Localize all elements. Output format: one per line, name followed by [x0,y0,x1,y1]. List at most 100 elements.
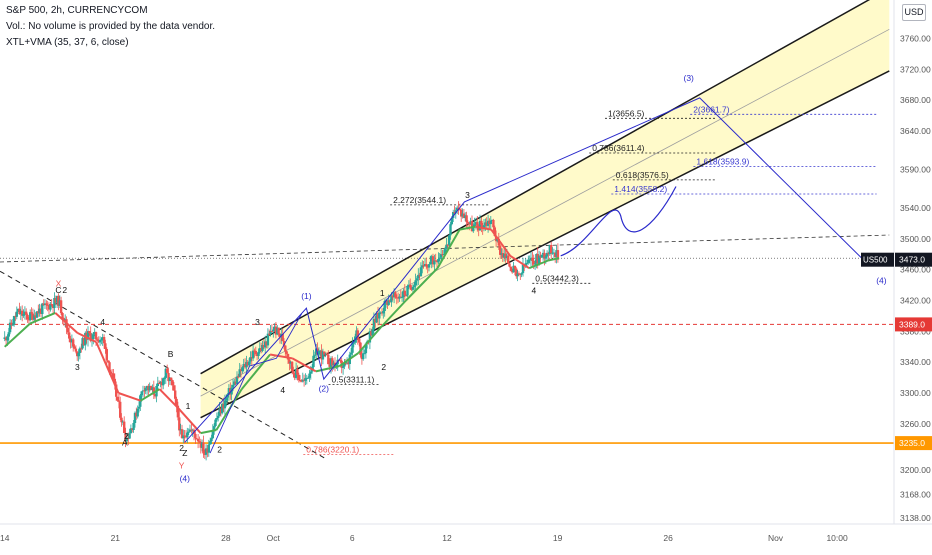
projected-path-curve [560,186,677,257]
candle-body-215 [292,371,295,374]
candle-body-148 [202,442,205,454]
y-tick-label-11: 3540.00 [900,203,931,213]
candle-body-104 [143,390,146,392]
y-tick-label-5: 3300.00 [900,388,931,398]
candle-body-386 [521,264,525,274]
candle-body-114 [156,383,159,386]
candle-body-91 [125,437,129,442]
candle-body-212 [288,359,291,364]
candle-body-204 [277,327,280,334]
candle-body-160 [218,408,221,416]
vma-segment-12 [269,353,293,360]
candle-body-19 [29,312,32,321]
wave-label-9: 1 [186,401,191,411]
candle-body-304 [411,286,415,290]
currency-button[interactable]: USD [902,4,926,21]
candle-body-228 [309,371,312,374]
candle-body-74 [102,337,106,344]
candle-body-277 [375,313,378,323]
candle-body-350 [473,224,476,227]
vma-segment-19 [436,229,461,269]
candle-body-54 [76,351,79,357]
candle-body-339 [458,209,462,211]
candle-body-279 [378,312,381,319]
candle-body-407 [550,245,553,254]
candle-body-297 [402,290,405,298]
candle-body-11 [18,308,21,315]
fib-level-label-1: 0.786(3220.1) [306,445,359,455]
y-tick-label-8: 3420.00 [900,296,931,306]
candle-body-337 [456,207,459,211]
y-tick-label-1: 3168.00 [900,490,931,500]
candle-body-289 [391,295,394,298]
candle-body-23 [34,315,37,318]
last-price-badge [895,252,932,267]
candle-body-359 [485,222,488,226]
vma-segment-23 [509,254,530,270]
y-tick-label-10: 3500.00 [900,234,931,244]
candle-body-299 [405,295,408,297]
x-tick-label-5: 12 [442,533,452,543]
y-tick-label-6: 3340.00 [900,357,931,367]
candle-body-170 [231,384,235,388]
candle-body-157 [214,419,217,426]
candle-body-38 [54,298,57,303]
wave-label-11: Z [182,448,187,458]
price-badge-2 [895,436,932,451]
candle-body-224 [304,378,307,381]
candle-body-362 [489,220,492,225]
candle-body-254 [344,362,347,364]
candle-body-193 [262,345,266,348]
candle-body-368 [497,238,500,246]
candle-body-329 [445,244,448,249]
candle-body-144 [196,438,200,442]
candle-body-408 [551,252,554,254]
candle-body-159 [217,415,220,418]
candle-body-403 [544,256,547,259]
candle-body-291 [394,292,397,298]
candle-body-119 [163,377,166,379]
candle-body-363 [490,220,494,221]
candle-body-344 [465,215,468,223]
candle-body-110 [151,387,154,390]
candle-body-18 [27,319,31,321]
candle-body-318 [430,256,433,262]
candle-body-259 [351,343,354,353]
candle-body-126 [172,385,176,391]
candle-body-365 [493,227,496,236]
candle-body-357 [482,225,486,229]
x-tick-label-3: Oct [267,533,281,543]
candle-body-303 [410,287,413,290]
candle-body-278 [376,313,380,319]
indicator-legend[interactable]: XTL+VMA (35, 37, 6, close) [6,37,129,48]
candle-body-281 [380,312,384,314]
wave-label-2: C [55,285,61,295]
candle-body-179 [243,364,247,368]
candle-body-111 [152,387,155,395]
candle-body-399 [539,255,542,258]
candle-body-56 [78,348,82,353]
candle-body-99 [136,408,139,417]
candle-body-256 [347,362,350,365]
vma-segment-0 [4,322,31,348]
candle-body-331 [447,235,451,245]
candle-body-76 [105,349,108,361]
candle-body-404 [545,252,549,257]
wave-label-1: X [56,279,62,289]
candle-body-219 [297,374,300,380]
candle-body-21 [31,313,35,320]
vma-segment-11 [240,353,271,390]
candle-body-218 [296,369,299,375]
candle-body-383 [517,273,521,275]
candle-body-85 [117,400,121,402]
candle-body-238 [323,351,326,355]
x-tick-label-8: Nov [768,533,784,543]
candle-body-348 [470,221,474,232]
candle-body-366 [494,235,498,242]
candle-body-35 [50,304,53,305]
candle-body-310 [419,267,423,277]
candle-body-52 [73,346,76,349]
candle-body-255 [345,362,349,364]
